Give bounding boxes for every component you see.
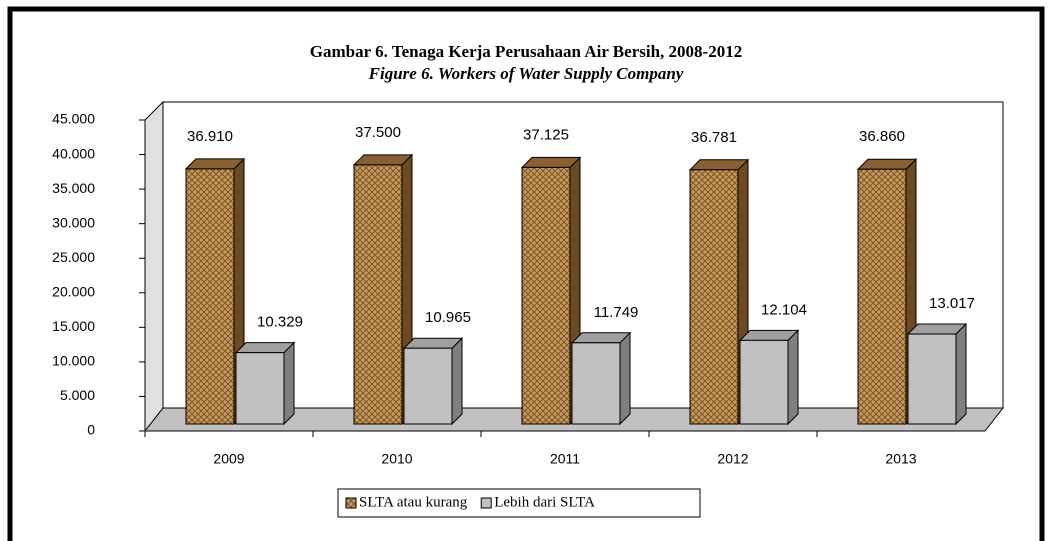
bar <box>234 341 296 426</box>
frame <box>7 6 1045 541</box>
value-label: 10.965 <box>425 309 471 326</box>
bar-face <box>402 337 464 349</box>
x-tick-label: 2011 <box>550 451 580 467</box>
value-label: 11.749 <box>594 304 639 321</box>
bar <box>570 331 632 426</box>
y-tick-label: 45.000 <box>52 111 95 127</box>
bar-face <box>619 331 631 426</box>
bar-face <box>857 168 907 425</box>
y-tick-label: 0 <box>87 422 95 438</box>
bar-face <box>689 169 739 425</box>
value-label: 12.104 <box>761 301 807 318</box>
bar-face <box>570 332 632 344</box>
bar-face <box>739 339 789 425</box>
bar-face <box>234 342 296 354</box>
bar-face <box>353 164 403 425</box>
bar-face <box>571 342 621 425</box>
bar-face <box>185 168 235 425</box>
bar-face <box>235 352 285 425</box>
y-tick-label: 30.000 <box>52 214 95 230</box>
bar-face <box>907 333 957 425</box>
bar <box>856 158 918 426</box>
bar-face <box>520 156 582 168</box>
x-tick-label: 2009 <box>213 451 244 467</box>
y-tick-label: 25.000 <box>52 249 95 265</box>
chart-subtitle: Figure 6. Workers of Water Supply Compan… <box>368 64 684 83</box>
bar-face <box>738 329 800 341</box>
bar <box>520 156 582 426</box>
legend-label: SLTA atau kurang <box>359 494 468 510</box>
bar-face <box>403 347 453 425</box>
legend-label: Lebih dari SLTA <box>494 494 595 510</box>
y-tick-label: 5.000 <box>60 387 95 403</box>
bar-face <box>906 323 968 335</box>
y-tick-label: 35.000 <box>52 180 95 196</box>
value-label: 37.500 <box>355 124 401 141</box>
bar <box>906 322 968 426</box>
legend-swatch <box>345 497 357 509</box>
value-label: 36.781 <box>691 129 737 146</box>
bar-face <box>955 322 967 426</box>
y-tick-label: 40.000 <box>52 145 95 161</box>
x-tick-label: 2012 <box>717 451 748 467</box>
bar-face <box>184 158 246 170</box>
value-label: 13.017 <box>929 295 975 312</box>
bar-face <box>521 166 571 425</box>
bar-face <box>856 158 918 170</box>
value-label: 37.125 <box>523 126 569 143</box>
bar <box>738 329 800 426</box>
bar <box>402 337 464 426</box>
bar-face <box>787 329 799 426</box>
bar-face <box>688 159 750 171</box>
bar-face <box>451 337 463 426</box>
bar <box>688 158 750 426</box>
x-tick-label: 2010 <box>381 451 412 467</box>
legend-swatch <box>480 497 492 509</box>
legend-box <box>337 488 701 518</box>
side-wall <box>144 100 164 433</box>
chart-title: Gambar 6. Tenaga Kerja Perusahaan Air Be… <box>310 42 742 61</box>
bar-face <box>352 154 414 166</box>
x-tick-label: 2013 <box>885 451 916 467</box>
value-label: 36.860 <box>859 128 905 145</box>
value-label: 36.910 <box>187 128 233 145</box>
y-tick-label: 20.000 <box>52 283 95 299</box>
bar <box>352 153 414 426</box>
y-tick-label: 15.000 <box>52 318 95 334</box>
value-label: 10.329 <box>257 314 303 331</box>
bar-face <box>283 341 295 426</box>
y-tick-label: 10.000 <box>52 353 95 369</box>
bar <box>184 157 246 426</box>
